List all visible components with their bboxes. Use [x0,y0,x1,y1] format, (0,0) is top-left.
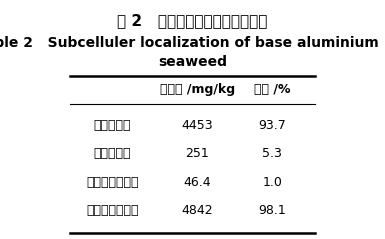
Text: 98.1: 98.1 [259,204,286,217]
Text: 4453: 4453 [182,119,213,132]
Text: 4842: 4842 [182,204,213,217]
Text: seaweed: seaweed [158,54,227,69]
Text: 铝含量 /mg/kg: 铝含量 /mg/kg [160,83,235,97]
Text: 细胞壁组分: 细胞壁组分 [94,119,131,132]
Text: 251: 251 [186,147,209,160]
Text: 细胞器组分: 细胞器组分 [94,147,131,160]
Text: Table 2   Subcelluler localization of base aluminium   in: Table 2 Subcelluler localization of base… [0,36,385,50]
Text: 比例 /%: 比例 /% [254,83,291,97]
Text: 46.4: 46.4 [184,176,211,189]
Text: 5.3: 5.3 [263,147,282,160]
Text: 表 2   海苔中本底铝的亚细胞分布: 表 2 海苔中本底铝的亚细胞分布 [117,13,268,28]
Text: 海苔中总铝含量: 海苔中总铝含量 [86,204,139,217]
Text: 1.0: 1.0 [263,176,282,189]
Text: 细胞可溶性组分: 细胞可溶性组分 [86,176,139,189]
Text: 93.7: 93.7 [259,119,286,132]
